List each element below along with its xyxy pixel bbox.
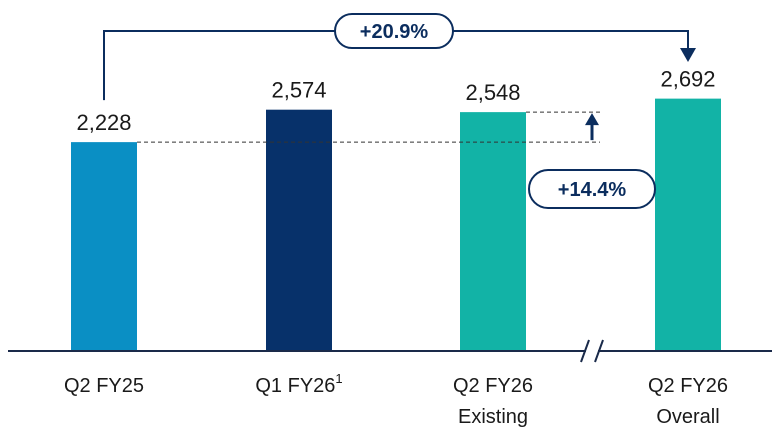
category-label-2-0: Q2 FY26 [453,375,533,397]
growth-label-total: +20.9% [360,21,429,43]
bar-2 [460,112,526,351]
category-label-3-1: Overall [656,406,719,428]
category-label-3-0: Q2 FY26 [648,375,728,397]
category-label-0-0: Q2 FY25 [64,375,144,397]
bars [71,98,721,351]
annotations [8,13,772,363]
growth-pill-existing [528,169,656,209]
growth-bracket-right [453,30,689,50]
bar-0 [71,142,137,351]
value-label-1: 2,574 [271,78,326,103]
value-label-3: 2,692 [660,67,715,92]
growth-label-existing: +14.4% [558,179,627,201]
bar-3 [655,98,721,351]
value-label-2: 2,548 [465,80,520,105]
axis-break-marker [580,339,604,363]
category-label-1-0: Q1 FY261 [255,371,342,397]
labels: 2,228 2,574 2,548 2,692 Q2 FY25 Q1 FY261 Q2 FY… [64,21,728,428]
category-label-2-1: Existing [458,406,528,428]
bar-1 [266,109,332,351]
value-label-0: 2,228 [76,110,131,135]
up-arrow-icon [585,113,599,126]
down-arrow-icon [680,48,696,62]
growth-pill-total [334,13,454,49]
growth-bracket-left [103,30,335,101]
category-superscript-1: 1 [335,371,342,386]
